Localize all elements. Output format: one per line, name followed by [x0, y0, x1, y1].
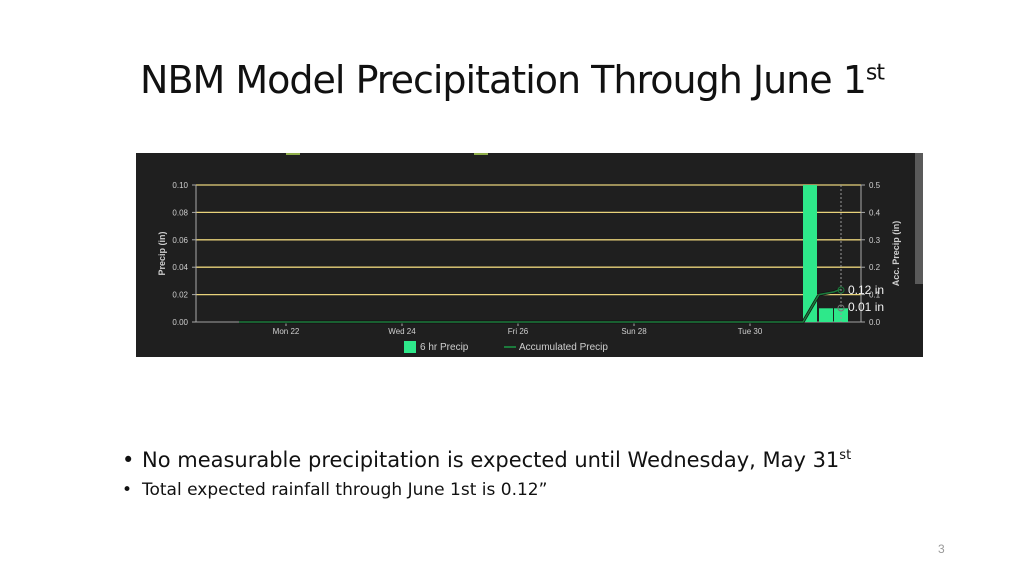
y-tick-label: 0.00	[172, 318, 188, 327]
bullet-list: • No measurable precipitation is expected…	[122, 448, 942, 500]
legend-line-label: Accumulated Precip	[519, 342, 608, 353]
x-tick-label: Tue 30	[738, 327, 763, 336]
y2-axis-title: Acc. Precip (in)	[891, 221, 901, 287]
y2-tick-label: 0.4	[869, 208, 881, 217]
y-tick-label: 0.08	[172, 208, 188, 217]
accumulated-line	[239, 288, 842, 323]
y-tick-label: 0.10	[172, 181, 188, 190]
bullet-dot-icon: •	[122, 448, 135, 472]
bullet-2-text: Total expected rainfall through June 1st…	[142, 480, 548, 500]
precip-bar	[803, 185, 817, 322]
bullet-1-text: No measurable precipitation is expected …	[142, 448, 840, 472]
bullet-dot-icon: •	[122, 480, 133, 500]
x-tick-label: Mon 22	[273, 327, 300, 336]
slide-title-text: NBM Model Precipitation Through June 1	[140, 58, 867, 102]
y2-tick-label: 0.3	[869, 236, 881, 245]
bar-point-marker	[837, 304, 845, 312]
bullet-item-1: • No measurable precipitation is expected…	[122, 448, 942, 472]
chart-svg: 0.00 0.02 0.04 0.06 0.08 0.10 0.0 0.1 0.2 0.3 0.4 0…	[157, 153, 901, 353]
top-marker	[474, 153, 488, 155]
legend-bar-label: 6 hr Precip	[420, 342, 469, 353]
chart-scrollbar[interactable]	[915, 153, 923, 284]
slide-title: NBM Model Precipitation Through June 1st	[0, 58, 1024, 102]
legend-bar-swatch	[404, 341, 416, 353]
y-axis-title: Precip (in)	[157, 231, 167, 275]
bullet-1-superscript: st	[839, 448, 852, 463]
y-tick-label: 0.04	[172, 263, 188, 272]
x-tick-label: Sun 28	[621, 327, 647, 336]
y-tick-label: 0.02	[172, 291, 188, 300]
x-tick-label: Fri 26	[508, 327, 529, 336]
slide-title-superscript: st	[865, 60, 885, 86]
x-tick-label: Wed 24	[388, 327, 416, 336]
annotation-bar-value: 0.01 in	[848, 300, 884, 314]
precipitation-chart: 0.00 0.02 0.04 0.06 0.08 0.10 0.0 0.1 0.2 0.3 0.4 0…	[136, 153, 923, 357]
page-number: 3	[938, 542, 945, 556]
precip-bar	[834, 308, 848, 322]
annotation-acc-value: 0.12 in	[848, 283, 884, 297]
bullet-item-2: • Total expected rainfall through June 1s…	[122, 480, 942, 500]
top-marker	[286, 153, 300, 155]
y2-tick-label: 0.0	[869, 318, 881, 327]
y2-tick-label: 0.1	[869, 291, 881, 300]
y2-tick-label: 0.2	[869, 263, 881, 272]
y2-tick-label: 0.5	[869, 181, 881, 190]
y-tick-label: 0.06	[172, 236, 188, 245]
precip-bar	[819, 308, 833, 322]
accumulated-point-marker	[837, 286, 845, 294]
